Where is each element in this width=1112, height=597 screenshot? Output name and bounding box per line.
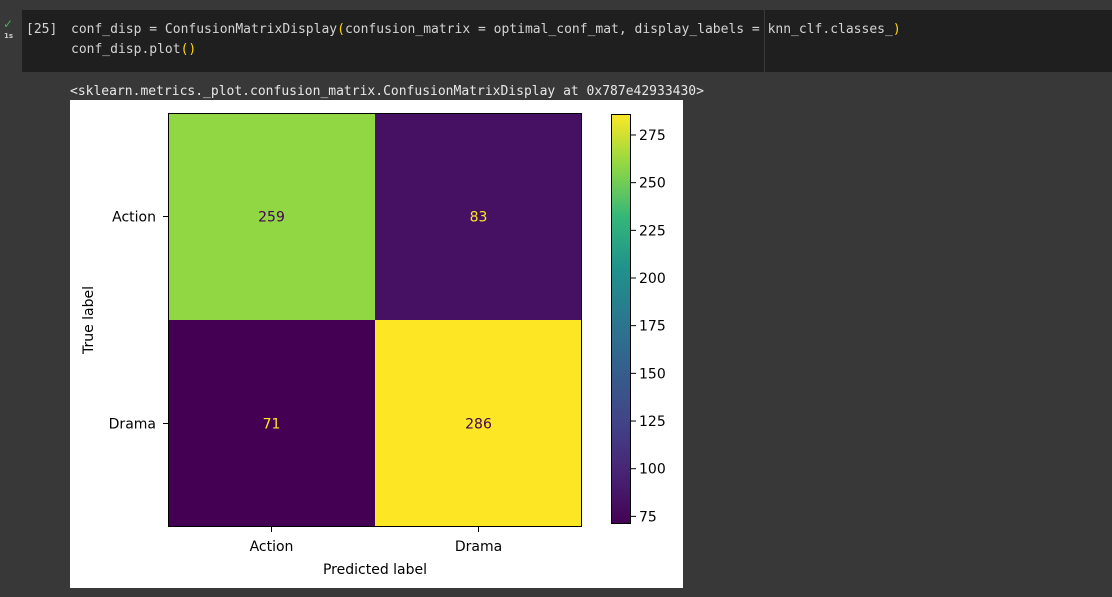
code-line-2: conf_disp.plot()	[71, 42, 196, 57]
colorbar-tick-label: 150	[639, 366, 666, 382]
code-paren-open: (	[337, 22, 345, 37]
cell-value-label: 286	[465, 417, 492, 433]
x-tick-label: Action	[250, 539, 294, 555]
confusion-matrix-chart: 259 83 71 286 Action Drama Action Drama Predicte…	[81, 113, 666, 578]
matrix-cell	[375, 113, 582, 320]
cell-value-label: 83	[470, 210, 488, 226]
code-token: conf_disp = ConfusionMatrixDisplay	[71, 22, 338, 37]
matrix-cell	[375, 320, 582, 527]
colorbar-tick-label: 225	[639, 223, 666, 239]
colorbar-tick-label: 125	[639, 414, 666, 430]
y-tick-label: Action	[112, 210, 156, 226]
confusion-matrix-figure: 259 83 71 286 Action Drama Action Drama Predicte…	[70, 100, 683, 588]
colorbar-frame	[611, 114, 631, 524]
colorbar-tick-label: 275	[639, 128, 666, 144]
matrix-cell	[168, 113, 375, 320]
code-parens: ()	[180, 42, 197, 57]
code-editor[interactable]: conf_disp = ConfusionMatrixDisplay(confu…	[71, 20, 901, 60]
colorbar-tick-label: 100	[639, 462, 666, 478]
execution-time: 1s	[4, 32, 14, 40]
code-token: conf_disp.plot	[71, 42, 181, 57]
matrix-frame	[168, 113, 582, 527]
colorbar-tick-label: 200	[639, 271, 666, 287]
colorbar-tick-label: 250	[639, 176, 666, 192]
x-axis-label: Predicted label	[323, 562, 427, 578]
cell-output-text: <sklearn.metrics._plot.confusion_matrix.…	[70, 84, 704, 99]
code-cell[interactable]: [25] conf_disp = ConfusionMatrixDisplay(…	[22, 10, 1112, 72]
colorbar-tick-label: 75	[639, 509, 657, 525]
cell-prompt: [25]	[26, 22, 58, 37]
check-icon: ✓	[3, 17, 14, 31]
colorbar	[611, 114, 631, 524]
code-line-1: conf_disp = ConfusionMatrixDisplay(confu…	[71, 22, 901, 37]
code-paren-close: )	[892, 22, 901, 37]
colorbar-tick-label: 175	[639, 319, 666, 335]
matrix-cell	[168, 320, 375, 527]
y-tick-label: Drama	[109, 417, 156, 433]
y-axis-label: True label	[81, 286, 97, 355]
code-token: confusion_matrix = optimal_conf_mat, dis…	[344, 22, 893, 37]
x-tick-label: Drama	[455, 539, 502, 555]
cell-value-label: 259	[258, 210, 285, 226]
cell-value-label: 71	[263, 417, 281, 433]
cell-divider	[764, 10, 765, 72]
execution-status: ✓ 1s	[3, 18, 17, 44]
